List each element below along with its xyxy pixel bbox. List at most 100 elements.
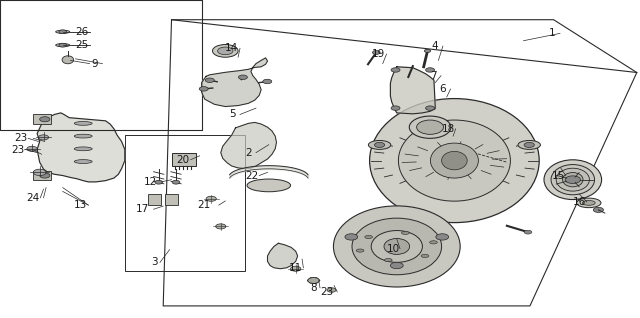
Polygon shape <box>268 243 298 269</box>
Text: 26: 26 <box>76 27 88 37</box>
Text: 23: 23 <box>12 145 24 155</box>
Ellipse shape <box>333 206 460 287</box>
Text: 8: 8 <box>310 283 317 293</box>
Text: 23: 23 <box>14 133 27 143</box>
Circle shape <box>345 234 358 240</box>
Circle shape <box>38 135 49 140</box>
Text: 22: 22 <box>245 170 258 181</box>
Text: 16: 16 <box>573 197 586 207</box>
Circle shape <box>27 146 37 151</box>
Circle shape <box>155 180 163 184</box>
Ellipse shape <box>401 231 409 234</box>
Text: 20: 20 <box>176 155 189 165</box>
Circle shape <box>426 106 435 110</box>
Ellipse shape <box>356 249 364 252</box>
Bar <box>172 153 196 166</box>
Ellipse shape <box>384 238 410 254</box>
Text: 23: 23 <box>320 287 333 297</box>
Circle shape <box>205 78 214 82</box>
Text: 12: 12 <box>144 177 157 187</box>
Text: 21: 21 <box>197 200 210 210</box>
Bar <box>165 194 178 205</box>
Circle shape <box>33 169 46 176</box>
Text: 14: 14 <box>225 43 238 53</box>
Ellipse shape <box>352 218 442 275</box>
Ellipse shape <box>365 235 372 238</box>
Text: 7: 7 <box>430 71 436 81</box>
Circle shape <box>565 176 580 183</box>
Ellipse shape <box>56 44 70 47</box>
Ellipse shape <box>74 147 92 151</box>
Ellipse shape <box>62 56 74 64</box>
Circle shape <box>40 117 50 122</box>
Circle shape <box>59 43 67 47</box>
Polygon shape <box>37 113 125 182</box>
Ellipse shape <box>544 160 602 200</box>
Ellipse shape <box>442 151 467 170</box>
Polygon shape <box>307 278 320 283</box>
Circle shape <box>216 224 226 229</box>
Ellipse shape <box>582 200 595 205</box>
Ellipse shape <box>247 179 291 192</box>
Ellipse shape <box>518 141 540 149</box>
Ellipse shape <box>563 172 583 187</box>
Text: 6: 6 <box>440 84 446 94</box>
Ellipse shape <box>577 198 601 208</box>
Circle shape <box>199 86 208 91</box>
Ellipse shape <box>74 160 92 163</box>
Circle shape <box>172 180 180 184</box>
Ellipse shape <box>385 259 392 262</box>
Text: 17: 17 <box>136 204 148 214</box>
Ellipse shape <box>421 254 429 258</box>
Ellipse shape <box>429 241 437 244</box>
Ellipse shape <box>417 120 444 134</box>
Text: 13: 13 <box>74 200 86 210</box>
Text: 15: 15 <box>552 170 564 181</box>
Bar <box>148 194 161 205</box>
Ellipse shape <box>551 165 595 195</box>
Circle shape <box>308 278 319 283</box>
Circle shape <box>524 142 534 148</box>
Circle shape <box>391 68 400 72</box>
Circle shape <box>239 75 248 80</box>
Ellipse shape <box>398 120 511 201</box>
Bar <box>125 135 245 271</box>
Circle shape <box>424 49 431 52</box>
Text: 24: 24 <box>27 193 40 203</box>
Text: 11: 11 <box>289 263 302 273</box>
Circle shape <box>327 288 336 292</box>
Polygon shape <box>202 58 268 107</box>
Polygon shape <box>221 122 276 169</box>
Circle shape <box>391 106 400 110</box>
Ellipse shape <box>212 45 238 57</box>
Circle shape <box>390 262 403 269</box>
Text: 4: 4 <box>432 41 438 51</box>
Circle shape <box>426 68 435 72</box>
Text: 10: 10 <box>387 244 400 254</box>
Text: 1: 1 <box>548 28 555 38</box>
Ellipse shape <box>369 99 540 223</box>
Circle shape <box>206 196 216 201</box>
Text: 25: 25 <box>76 40 88 50</box>
Text: 19: 19 <box>372 49 385 59</box>
Ellipse shape <box>371 231 422 262</box>
Text: 3: 3 <box>152 257 158 267</box>
Circle shape <box>372 51 380 54</box>
Circle shape <box>263 79 272 84</box>
Bar <box>33 114 51 124</box>
Circle shape <box>291 266 301 271</box>
Circle shape <box>374 142 385 148</box>
Ellipse shape <box>56 30 70 33</box>
Bar <box>33 171 51 180</box>
Ellipse shape <box>410 116 451 138</box>
Circle shape <box>59 30 67 34</box>
Ellipse shape <box>74 134 92 138</box>
Circle shape <box>40 173 50 178</box>
Circle shape <box>436 234 449 240</box>
Text: 5: 5 <box>229 109 236 120</box>
Ellipse shape <box>74 121 92 125</box>
Circle shape <box>593 207 604 212</box>
Ellipse shape <box>556 168 589 191</box>
Text: 18: 18 <box>442 124 454 134</box>
Ellipse shape <box>369 141 391 149</box>
